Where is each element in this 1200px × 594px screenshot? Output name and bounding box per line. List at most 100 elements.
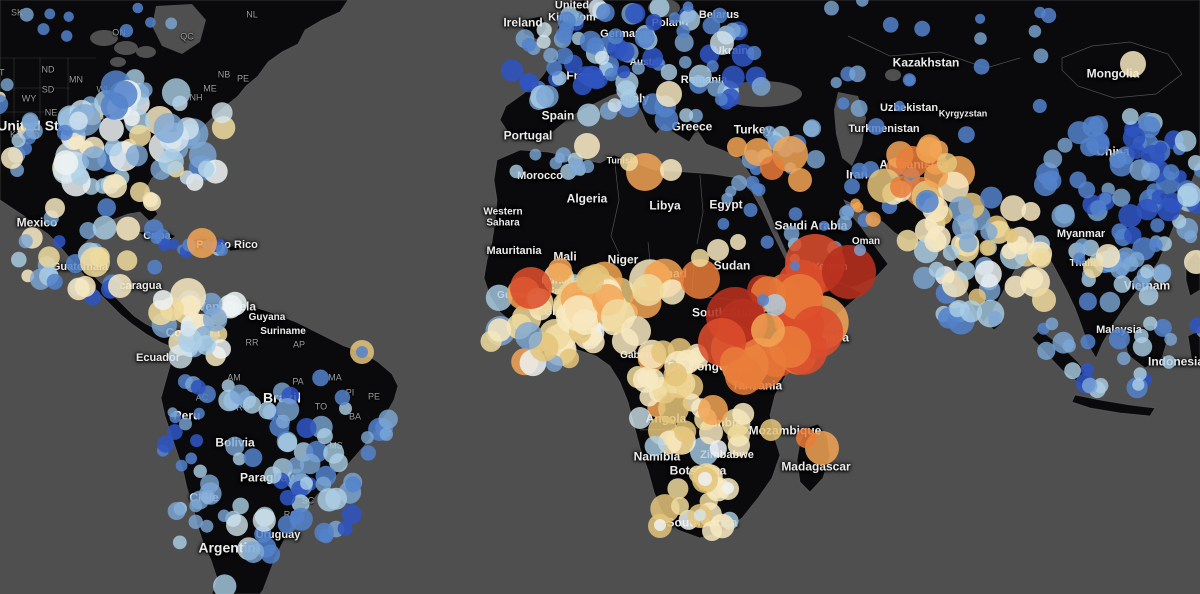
data-bubble[interactable] [924, 230, 947, 253]
data-bubble[interactable] [199, 482, 222, 505]
data-bubble[interactable] [579, 30, 602, 53]
data-bubble[interactable] [691, 249, 709, 267]
data-bubble[interactable] [760, 419, 782, 441]
data-bubble[interactable] [806, 150, 825, 169]
data-bubble[interactable] [378, 409, 398, 429]
data-bubble[interactable] [1117, 351, 1131, 366]
data-bubble[interactable] [1136, 198, 1159, 221]
data-bubble[interactable] [928, 261, 945, 278]
data-bubble[interactable] [37, 23, 50, 36]
data-bubble[interactable] [732, 402, 755, 425]
data-bubble[interactable] [822, 245, 876, 299]
data-bubble[interactable] [341, 504, 362, 525]
data-bubble[interactable] [1099, 192, 1112, 205]
data-bubble[interactable] [634, 28, 655, 48]
data-bubble[interactable] [360, 445, 376, 461]
data-bubble[interactable] [1153, 318, 1172, 337]
data-bubble[interactable] [709, 440, 727, 458]
data-bubble[interactable] [279, 489, 296, 506]
data-bubble[interactable] [896, 229, 919, 252]
data-bubble[interactable] [642, 47, 664, 69]
data-bubble[interactable] [339, 402, 352, 415]
data-bubble[interactable] [751, 183, 763, 195]
data-bubble[interactable] [714, 93, 728, 106]
data-bubble[interactable] [988, 311, 1002, 325]
data-bubble[interactable] [682, 1, 694, 12]
data-bubble[interactable] [621, 316, 651, 346]
data-bubble[interactable] [546, 60, 563, 76]
data-bubble[interactable] [1118, 204, 1142, 228]
data-bubble[interactable] [1153, 263, 1172, 282]
data-bubble[interactable] [38, 246, 60, 268]
data-bubble[interactable] [243, 395, 261, 414]
data-bubble[interactable] [52, 235, 66, 248]
data-bubble[interactable] [329, 453, 348, 473]
data-bubble[interactable] [743, 203, 758, 217]
data-bubble[interactable] [942, 244, 959, 261]
data-bubble[interactable] [902, 73, 917, 87]
data-bubble[interactable] [1074, 238, 1091, 254]
data-bubble[interactable] [202, 307, 228, 332]
data-bubble[interactable] [153, 113, 184, 144]
data-bubble[interactable] [854, 244, 866, 256]
data-bubble[interactable] [850, 99, 868, 117]
data-bubble[interactable] [345, 476, 362, 493]
data-bubble[interactable] [760, 235, 774, 249]
data-bubble[interactable] [44, 8, 56, 20]
data-bubble[interactable] [1033, 48, 1049, 64]
data-bubble[interactable] [667, 478, 689, 500]
data-bubble[interactable] [644, 435, 665, 457]
data-bubble[interactable] [790, 261, 800, 271]
data-bubble[interactable] [1045, 317, 1059, 331]
data-bubble[interactable] [0, 78, 14, 92]
data-bubble[interactable] [1164, 333, 1178, 346]
data-bubble[interactable] [97, 198, 116, 217]
data-bubble[interactable] [222, 300, 239, 318]
data-bubble[interactable] [803, 119, 822, 138]
data-bubble[interactable] [555, 26, 573, 44]
data-bubble[interactable] [568, 158, 586, 176]
data-bubble[interactable] [973, 58, 990, 75]
data-bubble[interactable] [574, 133, 600, 159]
data-bubble[interactable] [317, 488, 341, 512]
data-bubble[interactable] [45, 198, 65, 218]
data-bubble[interactable] [232, 452, 246, 466]
data-bubble[interactable] [150, 232, 163, 244]
data-bubble[interactable] [1086, 132, 1110, 156]
data-bubble[interactable] [952, 213, 978, 240]
data-bubble[interactable] [882, 17, 899, 33]
data-bubble[interactable] [764, 294, 786, 316]
data-bubble[interactable] [711, 7, 728, 24]
data-bubble[interactable] [914, 20, 931, 37]
data-bubble[interactable] [659, 279, 685, 305]
data-bubble[interactable] [379, 427, 393, 441]
data-bubble[interactable] [830, 77, 842, 89]
data-bubble[interactable] [865, 211, 881, 227]
data-bubble[interactable] [1122, 126, 1146, 149]
data-bubble[interactable] [188, 514, 203, 529]
data-bubble[interactable] [337, 521, 353, 536]
data-bubble[interactable] [757, 294, 769, 306]
data-bubble[interactable] [536, 85, 559, 108]
data-bubble[interactable] [1041, 7, 1057, 24]
data-bubble[interactable] [11, 133, 26, 148]
data-bubble[interactable] [710, 31, 734, 55]
data-bubble[interactable] [197, 160, 215, 178]
data-bubble[interactable] [79, 222, 97, 239]
data-bubble[interactable] [890, 176, 912, 198]
data-bubble[interactable] [707, 239, 729, 261]
data-bubble[interactable] [1000, 195, 1027, 222]
data-bubble[interactable] [56, 124, 73, 141]
data-bubble[interactable] [80, 247, 110, 277]
data-bubble[interactable] [783, 225, 800, 242]
data-bubble[interactable] [1078, 292, 1097, 311]
data-bubble[interactable] [1138, 116, 1161, 138]
data-bubble[interactable] [216, 244, 228, 256]
data-bubble[interactable] [1096, 244, 1120, 268]
data-bubble[interactable] [1, 147, 23, 169]
data-bubble[interactable] [179, 417, 192, 431]
data-bubble[interactable] [193, 464, 207, 478]
